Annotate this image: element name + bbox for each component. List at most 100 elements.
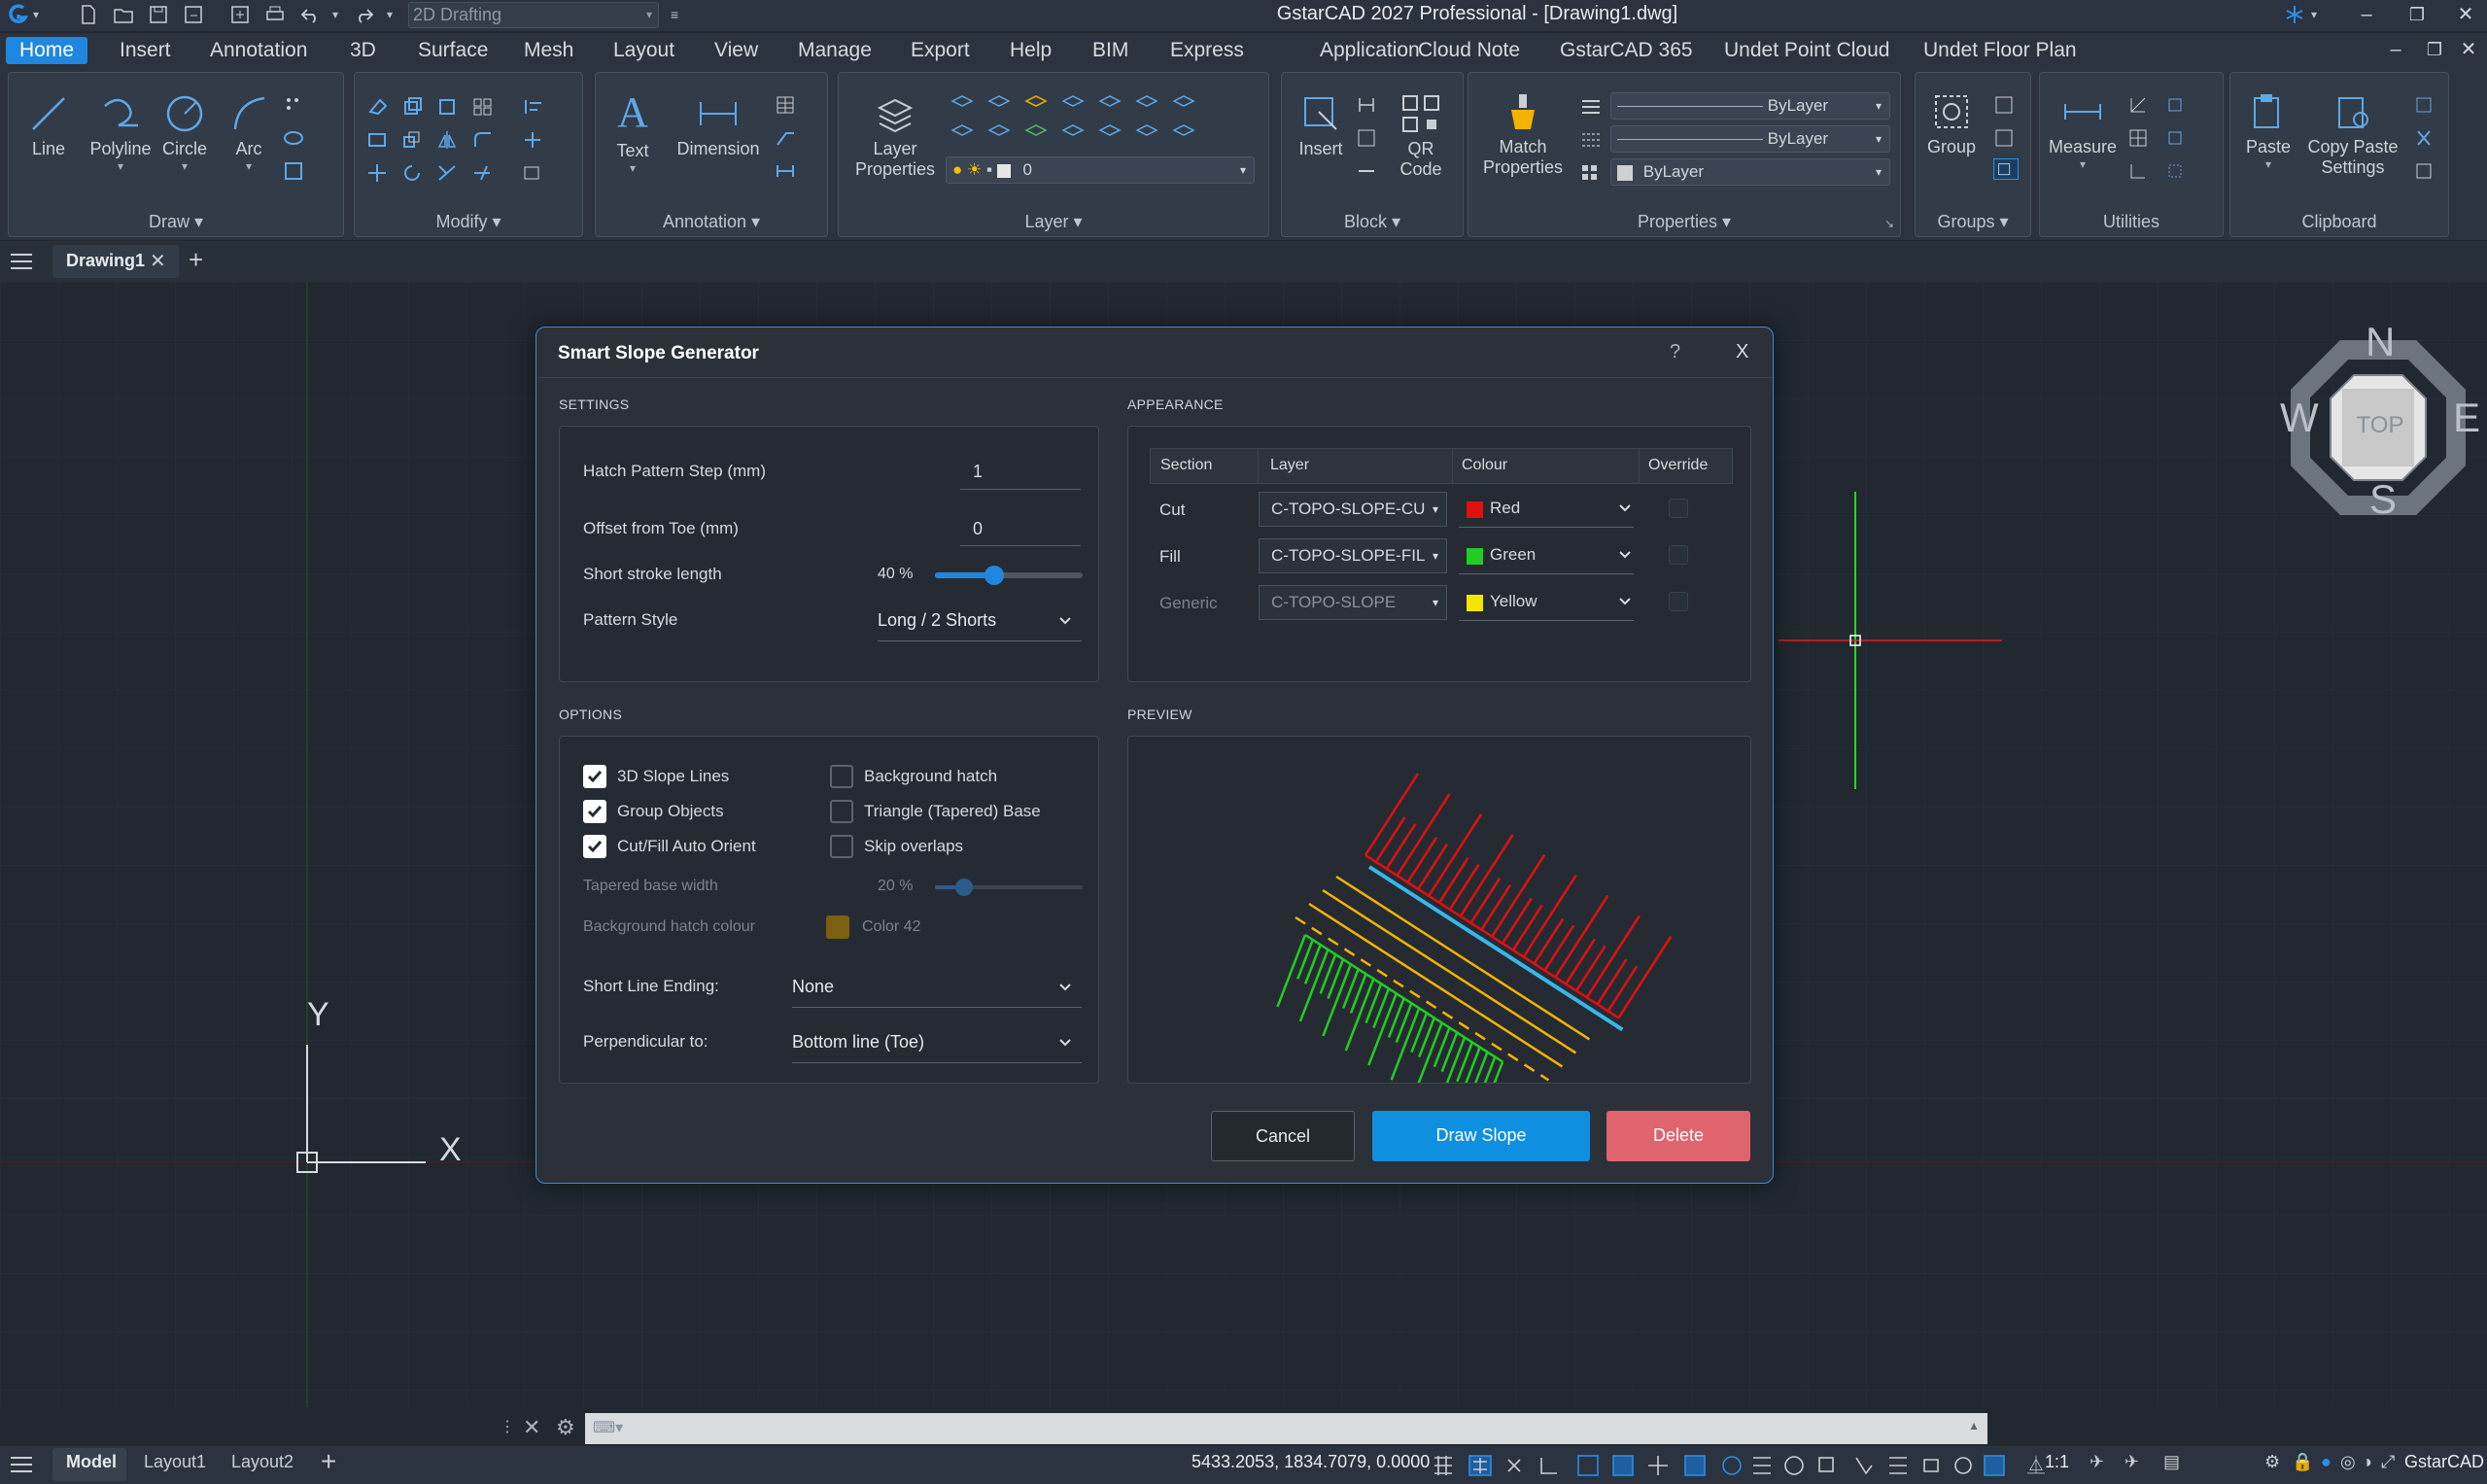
tab-layout[interactable]: Layout	[613, 39, 675, 61]
restore-window-icon[interactable]: ❐	[2408, 5, 2426, 24]
undo-dropdown-icon[interactable]: ▾	[332, 8, 339, 21]
fill-layer-select[interactable]: C-TOPO-SLOPE-FILL ▾	[1259, 538, 1447, 573]
copy-clip-icon[interactable]	[2413, 94, 2438, 116]
annotation-visibility-icon[interactable]: ✈	[2090, 1452, 2105, 1471]
explode-icon[interactable]	[522, 129, 547, 151]
draw-panel-title[interactable]: Draw ▾	[148, 212, 204, 231]
ribbon-minimize-icon[interactable]: –	[2390, 39, 2401, 60]
layer-tool-icon[interactable]	[950, 121, 975, 143]
annotation-panel-title[interactable]: Annotation ▾	[662, 212, 761, 231]
arc-tool[interactable]: Arc ▾	[215, 92, 283, 173]
offset-input[interactable]: 0	[973, 519, 1082, 548]
bg-hatch-colour-swatch[interactable]	[826, 915, 849, 939]
quick-select-icon[interactable]	[2166, 94, 2192, 116]
measure-tool[interactable]: Measure ▾	[2044, 90, 2122, 171]
print-icon[interactable]	[264, 4, 286, 25]
properties-panel-title[interactable]: Properties ▾	[1637, 212, 1732, 231]
layer-tool-icon[interactable]	[1060, 121, 1086, 143]
utilities-panel-title[interactable]: Utilities	[2102, 212, 2159, 231]
lock-ui-icon[interactable]: 🔒	[2292, 1452, 2314, 1471]
viewcube-west[interactable]: W	[2280, 395, 2319, 440]
generic-colour-select[interactable]: Yellow	[1457, 585, 1640, 620]
clean-screen-icon[interactable]: ▤	[2163, 1452, 2181, 1471]
tab-view[interactable]: View	[714, 39, 759, 61]
new-file-icon[interactable]	[78, 4, 99, 25]
tab-help[interactable]: Help	[1010, 39, 1053, 61]
dimension-tool[interactable]: Dimension	[668, 92, 769, 159]
layer-tool-icon[interactable]	[1134, 92, 1159, 114]
cut-fill-auto-orient-checkbox[interactable]	[583, 835, 606, 858]
isolate-objects-icon[interactable]: ◎	[2340, 1452, 2356, 1471]
group-edit-icon[interactable]	[1993, 127, 2019, 149]
layout1-tab[interactable]: Layout1	[144, 1452, 207, 1471]
snowflake-icon[interactable]	[2284, 4, 2305, 25]
new-tab-icon[interactable]: +	[189, 245, 204, 274]
generic-layer-select[interactable]: C-TOPO-SLOPE ▾	[1259, 585, 1447, 620]
stretch-icon[interactable]	[366, 129, 392, 151]
draw-slope-button[interactable]: Draw Slope	[1372, 1111, 1590, 1161]
polyline-dropdown-icon[interactable]: ▾	[117, 159, 124, 173]
group-objects-checkbox[interactable]	[583, 800, 606, 823]
customize-toolbar-icon[interactable]: ≡	[671, 7, 679, 22]
lineweight-select[interactable]: ByLayer ▾	[1610, 125, 1890, 153]
publish-icon[interactable]	[229, 4, 251, 25]
circle-tool[interactable]: Circle ▾	[151, 92, 219, 173]
tab-gstarcad-365[interactable]: GstarCAD 365	[1560, 39, 1693, 61]
settings-gear-icon[interactable]: ⚙	[2264, 1452, 2281, 1471]
tab-annotation[interactable]: Annotation	[210, 39, 308, 61]
mirror-icon[interactable]	[436, 129, 462, 151]
tapered-width-slider[interactable]	[935, 879, 1083, 896]
layer-tool-icon[interactable]	[1097, 92, 1123, 114]
color-select[interactable]: ByLayer ▾	[1610, 158, 1890, 186]
copy-icon[interactable]	[401, 96, 427, 118]
close-window-icon[interactable]: ✕	[2457, 4, 2474, 25]
arc-dropdown-icon[interactable]: ▾	[245, 159, 253, 173]
ribbon-restore-icon[interactable]: ❐	[2426, 40, 2443, 59]
notification-icon[interactable]: ●	[2321, 1452, 2332, 1471]
tab-cloud-note[interactable]: Cloud Note	[1418, 39, 1521, 61]
point-icon[interactable]	[283, 94, 308, 116]
id-point-icon[interactable]	[2127, 94, 2153, 116]
rotate-icon[interactable]	[401, 162, 427, 184]
tab-application[interactable]: Application	[1320, 39, 1420, 61]
edit-block-icon[interactable]	[1356, 127, 1381, 149]
command-settings-icon[interactable]: ⚙	[556, 1415, 575, 1439]
align-icon[interactable]	[522, 96, 547, 118]
leader-icon[interactable]	[775, 127, 800, 149]
block-panel-title[interactable]: Block ▾	[1343, 212, 1401, 231]
qr-code-tool[interactable]: QR Code	[1387, 92, 1455, 180]
hatch-icon[interactable]	[283, 160, 308, 182]
fill-override-checkbox[interactable]	[1669, 545, 1688, 565]
hamburger-menu-icon[interactable]	[8, 251, 35, 272]
tab-express[interactable]: Express	[1170, 39, 1244, 61]
match-properties-tool[interactable]: Match Properties	[1476, 90, 1570, 178]
cancel-button[interactable]: Cancel	[1211, 1111, 1355, 1161]
line-tool[interactable]: Line	[15, 92, 83, 159]
minimize-window-icon[interactable]: –	[2361, 4, 2372, 25]
layer-properties-tool[interactable]: Layer Properties	[845, 92, 946, 180]
current-layer-select[interactable]: ● ☀ ▪ 0 ▾	[946, 156, 1255, 184]
fill-colour-select[interactable]: Green	[1457, 538, 1640, 573]
layer-tool-icon[interactable]	[986, 121, 1012, 143]
measure-dropdown-icon[interactable]: ▾	[2079, 157, 2087, 171]
layer-tool-icon[interactable]	[1023, 92, 1049, 114]
layer-tool-icon[interactable]	[950, 92, 975, 114]
pattern-style-select[interactable]: Long / 2 Shorts	[878, 610, 1082, 641]
cut-icon[interactable]	[2413, 127, 2438, 149]
tab-export[interactable]: Export	[911, 39, 970, 61]
tab-3d[interactable]: 3D	[350, 39, 376, 61]
document-tab[interactable]: Drawing1 ✕	[52, 245, 179, 278]
skip-overlaps-checkbox[interactable]	[830, 835, 853, 858]
save-as-icon[interactable]	[183, 4, 204, 25]
layer-tool-icon[interactable]	[1134, 121, 1159, 143]
tab-mesh[interactable]: Mesh	[524, 39, 574, 61]
copy-multiple-icon[interactable]	[436, 96, 462, 118]
tab-surface[interactable]: Surface	[418, 39, 489, 61]
close-tab-icon[interactable]: ✕	[150, 251, 166, 272]
command-grip-icon[interactable]: ⋮	[500, 1419, 515, 1435]
viewcube-top-face[interactable]: TOP	[2356, 412, 2404, 438]
annotation-scale-value[interactable]: 1:1	[2045, 1452, 2070, 1471]
layer-tool-icon[interactable]	[1171, 92, 1196, 114]
layout-menu-icon[interactable]	[8, 1454, 35, 1475]
tab-bim[interactable]: BIM	[1092, 39, 1129, 61]
